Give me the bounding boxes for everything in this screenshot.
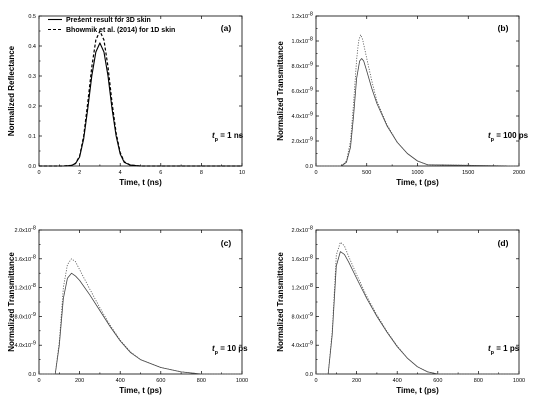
y-tick-exponent: -9 xyxy=(308,137,313,143)
y-tick-exponent: -8 xyxy=(308,12,313,18)
x-tick-label: 800 xyxy=(474,378,483,384)
pulse-width-label: tp = 100 ps xyxy=(488,131,529,143)
y-axis-label: Normalized Transmittance xyxy=(276,252,285,352)
series-line-reference xyxy=(316,34,520,167)
y-tick-label: 4.0x10 xyxy=(291,343,308,349)
plot-frame xyxy=(315,15,520,167)
x-tick-label: 1000 xyxy=(236,378,248,384)
x-tick-label: 0 xyxy=(37,170,40,176)
y-tick-exponent: -9 xyxy=(308,312,313,318)
y-tick-exponent: -8 xyxy=(308,254,313,260)
y-tick-label: 0.2 xyxy=(28,104,36,110)
x-tick-label: 8 xyxy=(200,170,203,176)
y-tick-exponent: -9 xyxy=(308,341,313,347)
panel-label: (b) xyxy=(498,23,509,33)
y-tick-exponent: -8 xyxy=(308,37,313,43)
x-tick-label: 800 xyxy=(197,378,206,384)
x-tick-label: 1500 xyxy=(462,170,474,176)
panel-label: (a) xyxy=(221,23,232,33)
x-axis-label: Time, t (ps) xyxy=(119,386,162,395)
y-tick-label: 8.0x10 xyxy=(14,314,31,320)
y-tick-label: 1.2x10 xyxy=(14,286,31,292)
x-tick-label: 2 xyxy=(78,170,81,176)
x-tick-label: 6 xyxy=(159,170,162,176)
y-tick-label: 2.0x10 xyxy=(291,139,308,145)
series-line-present-result xyxy=(316,58,520,167)
y-tick-exponent: -8 xyxy=(31,226,36,232)
y-tick-label: 0.0 xyxy=(305,372,313,378)
y-tick-exponent: -9 xyxy=(308,87,313,93)
pulse-width-label: tp = 1 ps xyxy=(488,344,520,356)
x-axis-label: Time, t (ps) xyxy=(396,386,439,395)
x-tick-label: 2000 xyxy=(513,170,525,176)
x-tick-label: 4 xyxy=(119,170,122,176)
y-tick-label: 1.0x10 xyxy=(291,39,308,45)
y-tick-exponent: -8 xyxy=(308,226,313,232)
y-tick-exponent: -8 xyxy=(308,283,313,289)
y-axis-label: Normalized Reflectance xyxy=(7,45,16,136)
y-tick-label: 1.2x10 xyxy=(291,14,308,20)
x-tick-label: 600 xyxy=(433,378,442,384)
x-axis-label: Time, t (ns) xyxy=(119,178,162,187)
y-tick-exponent: -8 xyxy=(31,283,36,289)
x-tick-label: 0 xyxy=(37,378,40,384)
pulse-width-label: tp = 10 ps xyxy=(212,344,248,356)
y-tick-exponent: -9 xyxy=(308,112,313,118)
y-tick-exponent: -8 xyxy=(31,254,36,260)
x-tick-label: 1000 xyxy=(513,378,525,384)
series-line-present-result xyxy=(316,251,519,375)
y-tick-label: 8.0x10 xyxy=(291,314,308,320)
y-tick-label: 4.0x10 xyxy=(14,343,31,349)
y-axis-label: Normalized Transmittance xyxy=(276,41,285,141)
y-tick-label: 4.0x10 xyxy=(291,114,308,120)
y-tick-label: 0.0 xyxy=(28,164,36,170)
x-tick-label: 0 xyxy=(314,170,317,176)
y-tick-label: 0.0 xyxy=(305,164,313,170)
x-tick-label: 200 xyxy=(75,378,84,384)
legend-entry: Bhowmik et al. (2014) for 1D skin xyxy=(66,27,175,34)
y-tick-exponent: -9 xyxy=(31,312,36,318)
series-line-present-result xyxy=(39,42,242,167)
series-line-reference xyxy=(39,30,242,167)
series-line-reference xyxy=(39,258,242,375)
panel-label: (c) xyxy=(221,238,232,248)
x-tick-label: 10 xyxy=(239,170,245,176)
x-tick-label: 400 xyxy=(393,378,402,384)
legend: Present result for 3D skin Bhowmik et al.… xyxy=(48,17,175,34)
y-tick-label: 6.0x10 xyxy=(291,89,308,95)
y-tick-label: 0.0 xyxy=(28,372,36,378)
x-tick-label: 400 xyxy=(116,378,125,384)
y-tick-exponent: -9 xyxy=(31,341,36,347)
y-tick-label: 8.0x10 xyxy=(291,64,308,70)
y-tick-label: 1.6x10 xyxy=(14,257,31,263)
x-tick-label: 200 xyxy=(352,378,361,384)
y-tick-label: 2.0x10 xyxy=(14,228,31,234)
x-tick-label: 1000 xyxy=(411,170,423,176)
y-axis-label: Normalized Transmittance xyxy=(7,252,16,352)
series-line-present-result xyxy=(39,272,242,375)
y-tick-exponent: -9 xyxy=(308,62,313,68)
legend-entry: Present result for 3D skin xyxy=(66,17,151,24)
x-tick-label: 0 xyxy=(314,378,317,384)
series-line-reference xyxy=(316,241,519,375)
y-tick-label: 2.0x10 xyxy=(291,228,308,234)
y-tick-label: 1.2x10 xyxy=(291,286,308,292)
y-tick-label: 0.3 xyxy=(28,74,36,80)
panel-label: (d) xyxy=(498,238,509,248)
x-axis-label: Time, t (ps) xyxy=(396,178,439,187)
plot-frame xyxy=(38,15,243,167)
pulse-width-label: tp = 1 ns xyxy=(212,131,244,143)
chart-panel-1: 0 2 4 6 8 10 0.0 0.1 0.2 0.3 0.4 0.5 Normalized Refl… xyxy=(7,14,245,187)
y-tick-label: 1.6x10 xyxy=(291,257,308,263)
x-tick-label: 600 xyxy=(156,378,165,384)
y-tick-label: 0.5 xyxy=(28,14,36,20)
y-tick-label: 0.4 xyxy=(28,44,36,50)
x-tick-label: 500 xyxy=(362,170,371,176)
y-tick-label: 0.1 xyxy=(28,134,36,140)
